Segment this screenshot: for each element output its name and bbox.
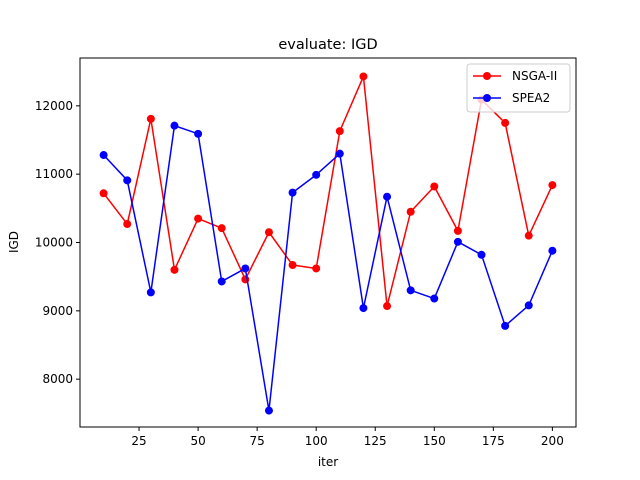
x-tick-label: 125 (364, 434, 387, 448)
data-point-nsga-ii (548, 181, 557, 190)
plot-frame (79, 57, 577, 428)
data-point-spea2 (217, 277, 226, 286)
legend-marker-nsga-ii (483, 72, 491, 80)
data-point-spea2 (501, 321, 510, 330)
data-point-spea2 (194, 129, 203, 138)
x-tick-label: 25 (131, 434, 146, 448)
legend-label-nsga-ii: NSGA-II (512, 69, 557, 83)
x-tick-label: 150 (423, 434, 446, 448)
data-point-nsga-ii (406, 207, 415, 216)
data-point-nsga-ii (99, 189, 108, 198)
data-point-nsga-ii (383, 302, 392, 311)
data-point-spea2 (430, 294, 439, 303)
data-point-spea2 (146, 288, 155, 297)
y-tick-label: 9000 (42, 304, 73, 318)
chart-title: evaluate: IGD (278, 37, 377, 53)
x-tick-label: 50 (190, 434, 205, 448)
plot-area (80, 58, 576, 427)
y-tick-label: 11000 (35, 167, 73, 181)
data-point-nsga-ii (312, 264, 321, 273)
legend: NSGA-II SPEA2 (466, 63, 571, 113)
data-point-nsga-ii (194, 214, 203, 223)
data-point-spea2 (359, 304, 368, 313)
data-point-nsga-ii (430, 182, 439, 191)
data-point-spea2 (548, 246, 557, 255)
data-point-nsga-ii (335, 127, 344, 136)
x-tick-label: 100 (305, 434, 328, 448)
data-point-spea2 (453, 237, 462, 246)
data-point-spea2 (383, 192, 392, 201)
y-tick-label: 8000 (42, 372, 73, 386)
data-point-nsga-ii (217, 224, 226, 233)
data-point-spea2 (99, 151, 108, 160)
data-point-spea2 (264, 406, 273, 415)
data-point-nsga-ii (359, 72, 368, 81)
data-point-spea2 (312, 170, 321, 179)
data-point-spea2 (170, 121, 179, 130)
x-tick-label: 75 (250, 434, 265, 448)
series-line-spea2 (103, 124, 554, 412)
data-point-spea2 (123, 176, 132, 185)
data-point-nsga-ii (170, 265, 179, 274)
legend-marker-spea2 (483, 94, 491, 102)
data-point-spea2 (241, 264, 250, 273)
data-point-spea2 (406, 286, 415, 295)
data-point-nsga-ii (501, 118, 510, 127)
x-tick-label: 175 (482, 434, 505, 448)
x-tick-label: 200 (541, 434, 564, 448)
y-axis-ticks: 8000 9000 10000 11000 12000 (35, 99, 80, 386)
data-point-spea2 (335, 149, 344, 158)
data-point-nsga-ii (524, 231, 533, 240)
data-point-nsga-ii (288, 261, 297, 270)
chart-marks (99, 72, 557, 415)
data-point-nsga-ii (146, 114, 155, 123)
x-axis-label: iter (318, 455, 338, 469)
legend-item-spea2: SPEA2 (473, 91, 550, 105)
data-point-spea2 (477, 250, 486, 259)
data-point-spea2 (288, 188, 297, 197)
legend-item-nsga-ii: NSGA-II (473, 69, 557, 83)
data-point-nsga-ii (453, 226, 462, 235)
y-tick-label: 10000 (35, 236, 73, 250)
y-axis-label: IGD (7, 231, 21, 253)
series-line-nsga-ii (103, 75, 554, 307)
data-point-spea2 (524, 301, 533, 310)
legend-label-spea2: SPEA2 (512, 91, 550, 105)
y-tick-label: 12000 (35, 99, 73, 113)
data-point-nsga-ii (264, 228, 273, 237)
x-axis-ticks: 25 50 75 100 125 150 175 200 (131, 427, 564, 448)
data-point-nsga-ii (123, 220, 132, 229)
